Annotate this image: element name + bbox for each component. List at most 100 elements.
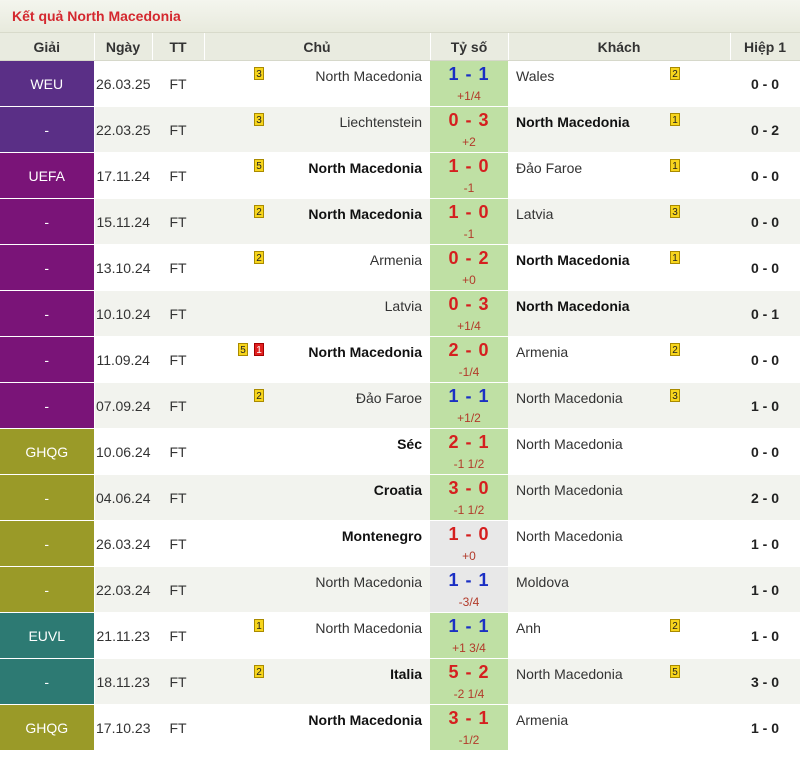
home-team-name[interactable]: Latvia xyxy=(384,297,422,314)
home-team-name[interactable]: North Macedonia xyxy=(308,159,422,176)
home-team-name[interactable]: Croatia xyxy=(373,481,422,498)
away-team-name[interactable]: Anh xyxy=(516,619,541,636)
home-team-cell[interactable]: Italia 2 xyxy=(204,658,430,705)
score-cell[interactable]: 1 - 1 +1 3/4 xyxy=(430,612,508,659)
table-row[interactable]: -07.09.24 FT Đảo Faroe 2 1 - 1 +1/2 North Mace… xyxy=(0,382,800,429)
score-cell[interactable]: 0 - 3 +2 xyxy=(430,106,508,153)
score-cell[interactable]: 2 - 0 -1/4 xyxy=(430,336,508,383)
table-row[interactable]: -18.11.23 FT Italia 2 5 - 2 -2 1/4 North Maced… xyxy=(0,658,800,705)
home-team-name[interactable]: North Macedonia xyxy=(308,343,422,360)
table-row[interactable]: -10.10.24 FT Latvia 0 - 3 +1/4 North Macedoni… xyxy=(0,290,800,337)
table-row[interactable]: -26.03.24 FT Montenegro 1 - 0 +0 North Macedo… xyxy=(0,520,800,567)
away-team-name[interactable]: North Macedonia xyxy=(516,527,623,544)
score-value[interactable]: 0 - 3 xyxy=(448,110,490,130)
score-value[interactable]: 2 - 0 xyxy=(448,340,490,360)
table-row[interactable]: EUVL 21.11.23 FT North Macedonia 1 1 - 1 +1 3/… xyxy=(0,612,800,659)
away-team-name[interactable]: North Macedonia xyxy=(516,389,623,406)
home-team-cell[interactable]: North Macedonia 5 1 xyxy=(204,336,430,383)
home-team-name[interactable]: Italia xyxy=(390,665,422,682)
away-team-name[interactable]: North Macedonia xyxy=(516,665,623,682)
home-team-cell[interactable]: Croatia xyxy=(204,474,430,521)
home-team-cell[interactable]: Montenegro xyxy=(204,520,430,567)
away-team-cell[interactable]: North Macedonia 1 xyxy=(508,106,730,153)
home-team-name[interactable]: Séc xyxy=(397,435,422,452)
score-value[interactable]: 5 - 2 xyxy=(448,662,490,682)
home-team-name[interactable]: Liechtenstein xyxy=(339,113,422,130)
away-team-cell[interactable]: North Macedonia xyxy=(508,474,730,521)
league-cell[interactable]: EUVL xyxy=(0,612,95,659)
table-row[interactable]: WEU 26.03.25 FT North Macedonia 3 1 - 1 +1/4 Wa… xyxy=(0,60,800,107)
score-value[interactable]: 3 - 1 xyxy=(448,708,490,728)
league-cell[interactable]: - xyxy=(0,382,95,429)
league-cell[interactable]: - xyxy=(0,474,95,521)
home-team-name[interactable]: North Macedonia xyxy=(315,67,422,84)
home-team-cell[interactable]: Latvia xyxy=(204,290,430,337)
away-team-cell[interactable]: Wales 2 xyxy=(508,60,730,107)
home-team-cell[interactable]: North Macedonia 3 xyxy=(204,60,430,107)
away-team-cell[interactable]: North Macedonia 5 xyxy=(508,658,730,705)
away-team-cell[interactable]: North Macedonia xyxy=(508,520,730,567)
league-cell[interactable]: - xyxy=(0,520,95,567)
score-value[interactable]: 0 - 2 xyxy=(448,248,490,268)
table-row[interactable]: -11.09.24 FT North Macedonia 5 1 2 - 0 -1/4 Arm… xyxy=(0,336,800,383)
home-team-name[interactable]: North Macedonia xyxy=(315,573,422,590)
score-value[interactable]: 1 - 1 xyxy=(448,616,490,636)
table-row[interactable]: -22.03.24 FT North Macedonia 1 - 1 -3/4 Moldo… xyxy=(0,566,800,613)
away-team-name[interactable]: Moldova xyxy=(516,573,569,590)
home-team-cell[interactable]: Đảo Faroe 2 xyxy=(204,382,430,429)
score-cell[interactable]: 5 - 2 -2 1/4 xyxy=(430,658,508,705)
away-team-cell[interactable]: North Macedonia xyxy=(508,428,730,475)
away-team-name[interactable]: Wales xyxy=(516,67,555,84)
table-row[interactable]: GHQG 17.10.23 FT North Macedonia 3 - 1 -1/2 Ar… xyxy=(0,704,800,751)
league-cell[interactable]: - xyxy=(0,290,95,337)
home-team-cell[interactable]: North Macedonia 1 xyxy=(204,612,430,659)
score-cell[interactable]: 1 - 0 -1 xyxy=(430,198,508,245)
score-value[interactable]: 1 - 1 xyxy=(448,570,490,590)
away-team-cell[interactable]: North Macedonia 1 xyxy=(508,244,730,291)
away-team-name[interactable]: North Macedonia xyxy=(516,113,630,130)
table-row[interactable]: -04.06.24 FT Croatia 3 - 0 -1 1/2 North Maced… xyxy=(0,474,800,521)
home-team-cell[interactable]: Séc xyxy=(204,428,430,475)
league-cell[interactable]: - xyxy=(0,198,95,245)
away-team-name[interactable]: North Macedonia xyxy=(516,297,630,314)
away-team-name[interactable]: Đảo Faroe xyxy=(516,159,583,176)
away-team-cell[interactable]: Armenia xyxy=(508,704,730,751)
away-team-cell[interactable]: Latvia 3 xyxy=(508,198,730,245)
away-team-cell[interactable]: Anh 2 xyxy=(508,612,730,659)
score-cell[interactable]: 1 - 1 -3/4 xyxy=(430,566,508,613)
score-cell[interactable]: 3 - 0 -1 1/2 xyxy=(430,474,508,521)
home-team-name[interactable]: North Macedonia xyxy=(315,619,422,636)
score-value[interactable]: 0 - 3 xyxy=(448,294,490,314)
score-cell[interactable]: 2 - 1 -1 1/2 xyxy=(430,428,508,475)
league-cell[interactable]: - xyxy=(0,244,95,291)
league-cell[interactable]: - xyxy=(0,566,95,613)
away-team-name[interactable]: North Macedonia xyxy=(516,251,630,268)
table-row[interactable]: GHQG 10.06.24 FT Séc 2 - 1 -1 1/2 North Macedo… xyxy=(0,428,800,475)
score-value[interactable]: 1 - 0 xyxy=(448,156,490,176)
league-cell[interactable]: - xyxy=(0,336,95,383)
home-team-cell[interactable]: North Macedonia xyxy=(204,704,430,751)
score-value[interactable]: 2 - 1 xyxy=(448,432,490,452)
away-team-cell[interactable]: North Macedonia 3 xyxy=(508,382,730,429)
score-cell[interactable]: 0 - 3 +1/4 xyxy=(430,290,508,337)
away-team-name[interactable]: Latvia xyxy=(516,205,554,222)
home-team-name[interactable]: North Macedonia xyxy=(308,711,422,728)
score-cell[interactable]: 1 - 1 +1/2 xyxy=(430,382,508,429)
away-team-name[interactable]: North Macedonia xyxy=(516,435,623,452)
league-cell[interactable]: GHQG xyxy=(0,704,95,751)
league-cell[interactable]: - xyxy=(0,106,95,153)
score-cell[interactable]: 1 - 1 +1/4 xyxy=(430,60,508,107)
away-team-name[interactable]: Armenia xyxy=(516,343,569,360)
table-row[interactable]: -13.10.24 FT Armenia 2 0 - 2 +0 North Macedoni… xyxy=(0,244,800,291)
home-team-name[interactable]: Armenia xyxy=(369,251,422,268)
home-team-cell[interactable]: Armenia 2 xyxy=(204,244,430,291)
league-cell[interactable]: WEU xyxy=(0,60,95,107)
score-cell[interactable]: 3 - 1 -1/2 xyxy=(430,704,508,751)
league-cell[interactable]: - xyxy=(0,658,95,705)
score-cell[interactable]: 0 - 2 +0 xyxy=(430,244,508,291)
score-value[interactable]: 1 - 1 xyxy=(448,64,490,84)
score-value[interactable]: 1 - 0 xyxy=(448,524,490,544)
score-value[interactable]: 3 - 0 xyxy=(448,478,490,498)
table-row[interactable]: -22.03.25 FT Liechtenstein 3 0 - 3 +2 North Ma… xyxy=(0,106,800,153)
away-team-cell[interactable]: North Macedonia xyxy=(508,290,730,337)
